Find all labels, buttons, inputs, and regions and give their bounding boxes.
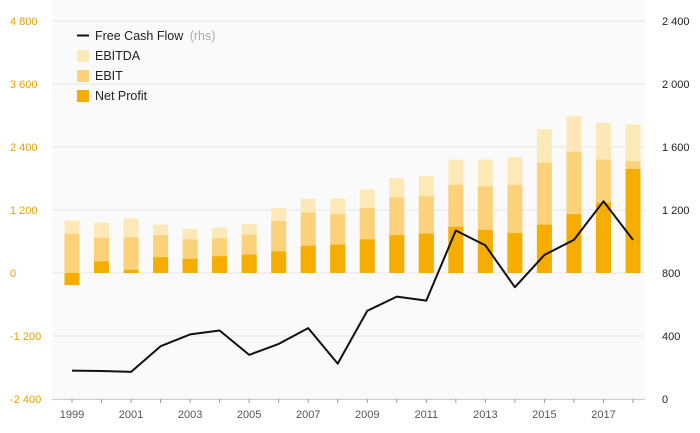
bar-net-profit	[477, 229, 493, 273]
legend-ebit-swatch	[77, 70, 89, 82]
bar-net-profit	[64, 273, 80, 286]
y-right-tick-label: 0	[662, 394, 668, 406]
legend-ebitda-label: EBITDA	[95, 49, 141, 63]
bar-net-profit	[241, 254, 257, 273]
legend-ebit-label: EBIT	[95, 69, 123, 83]
bar-net-profit	[94, 261, 110, 273]
y-left-tick-label: 3 600	[10, 79, 38, 91]
bar-net-profit	[330, 244, 346, 273]
y-left-tick-label: 1 200	[10, 205, 38, 217]
bar-net-profit	[595, 202, 611, 273]
y-right-tick-label: 1 200	[662, 205, 690, 217]
y-left-tick-label: 2 400	[10, 142, 38, 154]
bar-layer	[64, 116, 641, 286]
legend-net-profit-swatch	[77, 90, 89, 102]
y-right-tick-label: 800	[662, 268, 680, 280]
plot-background	[52, 0, 645, 400]
bar-ebit	[123, 237, 139, 273]
bar-net-profit	[507, 233, 523, 273]
legend-fcf-label: Free Cash Flow (rhs)	[95, 29, 215, 43]
y-left-tick-label: -2 400	[10, 394, 41, 406]
grid-layer	[52, 20, 645, 400]
bar-net-profit	[359, 239, 375, 273]
legend-fcf-name: Free Cash Flow	[95, 29, 184, 43]
x-tick-label: 2009	[355, 409, 379, 421]
bar-net-profit	[300, 245, 316, 273]
x-tick-label: 2007	[296, 409, 320, 421]
bar-net-profit	[418, 233, 434, 273]
y-left-tick-label: 0	[10, 268, 16, 280]
x-tick-label: 2003	[178, 409, 202, 421]
bar-net-profit	[566, 214, 582, 273]
axis-layer: -2 400 -1 200 0 1 200 2 400 3 600 4 800 0 400 800…	[10, 16, 690, 421]
x-tick-label: 2013	[473, 409, 497, 421]
x-tick-label: 2005	[237, 409, 261, 421]
bar-net-profit	[389, 235, 405, 273]
y-right-tick-label: 1 600	[662, 142, 690, 154]
bar-net-profit	[153, 257, 169, 273]
legend-fcf-unit: (rhs)	[190, 29, 216, 43]
y-left-tick-label: -1 200	[10, 331, 41, 343]
y-left-tick-label: 4 800	[10, 16, 38, 28]
bar-net-profit	[123, 269, 139, 273]
series-line-free-cash-flow	[71, 200, 634, 373]
x-tick-label: 2001	[119, 409, 143, 421]
y-right-tick-label: 2 000	[662, 79, 690, 91]
bar-net-profit	[536, 224, 552, 273]
y-right-tick-label: 2 400	[662, 16, 690, 28]
bar-net-profit	[182, 258, 198, 273]
x-tick-label: 2011	[414, 409, 438, 421]
bar-net-profit	[625, 169, 641, 273]
x-tick-label: 2015	[532, 409, 556, 421]
legend: Free Cash Flow (rhs) EBITDA EBIT Net Pro…	[77, 29, 215, 103]
bar-net-profit	[212, 256, 228, 273]
y-right-tick-label: 400	[662, 331, 680, 343]
x-tick-label: 1999	[60, 409, 84, 421]
bar-net-profit	[271, 251, 287, 273]
legend-ebitda-swatch	[77, 50, 89, 62]
x-tick-label: 2017	[591, 409, 615, 421]
legend-net-profit-label: Net Profit	[95, 89, 148, 103]
line-layer	[71, 200, 634, 373]
bar-ebit	[64, 233, 80, 273]
